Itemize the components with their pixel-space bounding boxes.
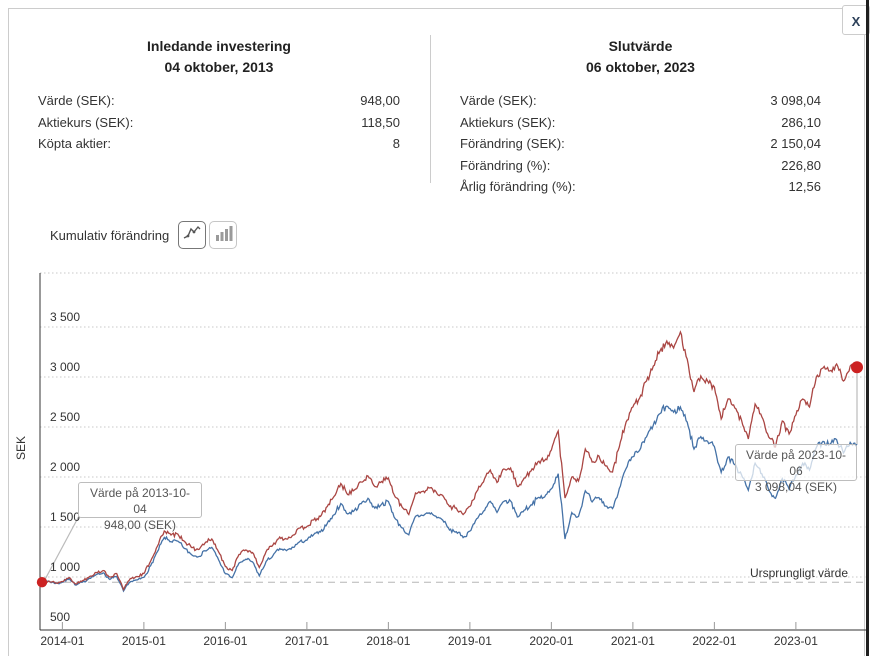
summary-row: Aktiekurs (SEK): 118,50 — [38, 112, 400, 134]
x-axis-tick-label: 2017-01 — [284, 634, 329, 648]
x-axis-tick-label: 2023-01 — [773, 634, 818, 648]
row-value: 2 150,04 — [770, 136, 821, 151]
x-axis-tick-label: 2018-01 — [366, 634, 411, 648]
close-button[interactable]: X — [842, 5, 870, 35]
end-value-tooltip: Värde på 2023-10-06 3 098,04 (SEK) — [735, 444, 857, 494]
summary-divider — [430, 35, 431, 183]
row-value: 3 098,04 — [770, 93, 821, 108]
row-value: 8 — [392, 136, 400, 151]
y-axis-tick-label: 2 500 — [50, 410, 81, 424]
row-label: Förändring (SEK): — [460, 136, 565, 151]
y-axis-tick-label: 1 500 — [50, 510, 81, 524]
row-value: 226,80 — [781, 157, 821, 173]
x-axis-tick-label: 2019-01 — [447, 634, 492, 648]
x-axis-tick-label: 2020-01 — [529, 634, 574, 648]
summary-row: Köpta aktier: 8 — [38, 133, 400, 155]
start-value-marker-dot — [36, 577, 48, 588]
line-chart-toggle-button[interactable] — [178, 221, 207, 249]
row-value: 948,00 — [360, 93, 400, 108]
initial-investment-title: Inledande investering — [147, 38, 291, 54]
row-label: Aktiekurs (SEK): — [460, 114, 556, 130]
initial-investment-date: 04 oktober, 2013 — [164, 59, 274, 75]
x-axis-tick-label: 2021-01 — [610, 634, 655, 648]
y-axis-tick-label: 2 000 — [50, 460, 81, 474]
row-label: Köpta aktier: — [38, 136, 111, 151]
y-axis-tick-label: 3 500 — [50, 310, 81, 324]
row-label: Värde (SEK): — [460, 93, 537, 108]
bar-chart-icon — [213, 223, 233, 248]
final-value-summary: Slutvärde 06 oktober, 2023 Värde (SEK): … — [430, 30, 866, 198]
row-label: Förändring (%): — [460, 157, 551, 173]
summary-row: Värde (SEK): 3 098,04 — [460, 90, 821, 112]
total-value-series-line — [41, 330, 858, 592]
y-axis-tick-label: 3 000 — [50, 360, 81, 374]
bar-chart-toggle-button[interactable] — [209, 221, 238, 249]
widget-panel — [8, 8, 865, 656]
tooltip-date-line: Värde på 2013-10-04 — [89, 486, 191, 516]
final-value-title: Slutvärde — [608, 38, 673, 54]
final-value-date: 06 oktober, 2023 — [586, 59, 695, 75]
line-chart-icon — [182, 223, 202, 248]
row-label: Årlig förändring (%): — [460, 179, 576, 194]
tooltip-date-line: Värde på 2023-10-06 — [745, 448, 847, 478]
y-axis-tick-label: 1 000 — [50, 560, 81, 574]
chart-controls-label: Kumulativ förändring — [50, 227, 170, 243]
x-axis-tick-label: 2014-01 — [40, 634, 85, 648]
chart-controls: Kumulativ förändring — [50, 220, 238, 250]
x-axis-tick-label: 2016-01 — [203, 634, 248, 648]
y-axis-tick-label: 500 — [50, 610, 71, 624]
tooltip-value-line: 3 098,04 (SEK) — [754, 480, 838, 494]
start-value-tooltip: Värde på 2013-10-04 948,00 (SEK) — [78, 482, 202, 532]
x-axis-tick-label: 2015-01 — [121, 634, 166, 648]
summary-row: Aktiekurs (SEK): 286,10 — [460, 112, 821, 134]
share-price-series-line — [41, 403, 858, 593]
start-tooltip-connector — [42, 515, 80, 584]
row-label: Värde (SEK): — [38, 93, 115, 108]
window-right-edge — [866, 0, 869, 656]
row-value: 286,10 — [781, 114, 821, 130]
summary-row: Förändring (%): 226,80 — [460, 155, 821, 177]
end-value-marker-dot — [851, 361, 863, 374]
initial-investment-summary: Inledande investering 04 oktober, 2013 V… — [8, 30, 430, 155]
x-axis-tick-label: 2022-01 — [692, 634, 737, 648]
summary-row: Förändring (SEK): 2 150,04 — [460, 133, 821, 155]
summary-row: Värde (SEK): 948,00 — [38, 90, 400, 112]
row-value: 12,56 — [788, 179, 821, 194]
summary-row: Årlig förändring (%): 12,56 — [460, 176, 821, 198]
tooltip-value-line: 948,00 (SEK) — [103, 518, 177, 532]
row-value: 118,50 — [361, 114, 400, 130]
y-axis-title: SEK — [14, 435, 28, 460]
original-value-baseline-label: Ursprungligt värde — [749, 566, 848, 580]
row-label: Aktiekurs (SEK): — [38, 114, 134, 130]
